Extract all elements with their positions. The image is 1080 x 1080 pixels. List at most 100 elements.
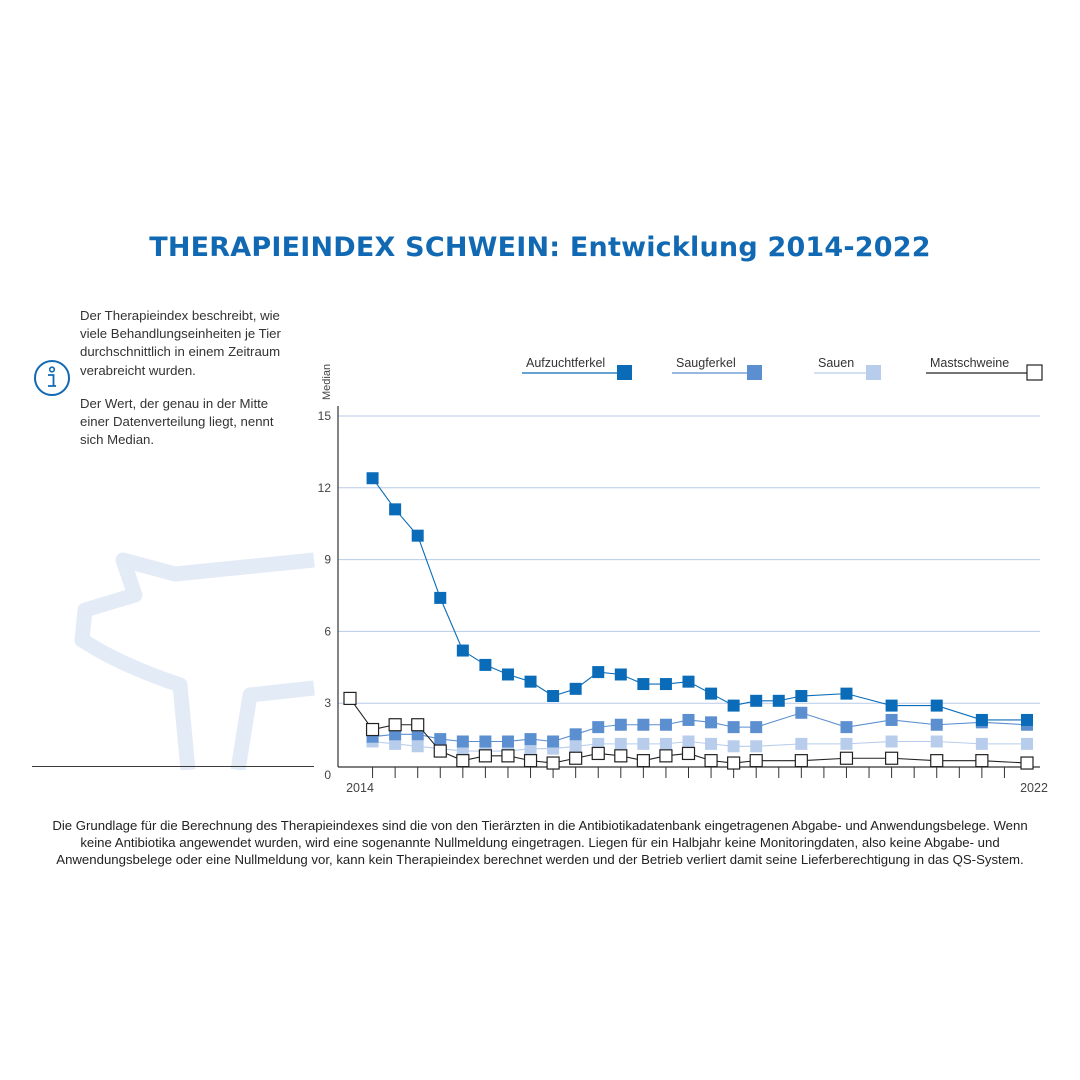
series-line-sauen bbox=[372, 740, 1027, 752]
legend-label-sauen: Sauen bbox=[818, 356, 854, 370]
series-lines bbox=[343, 472, 1034, 770]
legend-marker-sauen bbox=[866, 365, 881, 380]
data-point-mastschweine bbox=[659, 749, 673, 763]
data-point-mastschweine bbox=[546, 756, 560, 770]
info-paragraph-1: Der Therapieindex beschreibt, wie viele … bbox=[80, 308, 281, 378]
data-point-saugferkel bbox=[705, 716, 718, 729]
data-point-mastschweine bbox=[456, 754, 470, 768]
legend-item-sauen: Sauen bbox=[814, 356, 881, 380]
legend-marker-aufzuchtferkel bbox=[617, 365, 632, 380]
data-point-sauen bbox=[637, 737, 650, 750]
data-point-aufzuchtferkel bbox=[682, 675, 695, 688]
x-tick-label: 2022 bbox=[1020, 781, 1048, 795]
data-point-aufzuchtferkel bbox=[840, 687, 853, 700]
data-point-saugferkel bbox=[592, 721, 605, 734]
data-point-aufzuchtferkel bbox=[885, 699, 898, 712]
data-point-mastschweine bbox=[727, 756, 741, 770]
series-mastschweine bbox=[343, 691, 1034, 770]
data-point-sauen bbox=[1021, 737, 1033, 750]
data-point-aufzuchtferkel bbox=[1021, 713, 1033, 726]
data-point-aufzuchtferkel bbox=[772, 694, 785, 707]
data-point-sauen bbox=[569, 740, 582, 753]
data-point-mastschweine bbox=[839, 751, 854, 765]
legend-label-mastschweine: Mastschweine bbox=[930, 356, 1009, 370]
y-tick-label-15: 15 bbox=[318, 409, 332, 423]
legend-item-saugferkel: Saugferkel bbox=[672, 356, 762, 380]
data-point-aufzuchtferkel bbox=[389, 503, 402, 516]
left-baseline bbox=[32, 766, 314, 767]
data-point-aufzuchtferkel bbox=[614, 668, 627, 681]
data-point-aufzuchtferkel bbox=[930, 699, 943, 712]
series-line-aufzuchtferkel bbox=[372, 477, 1027, 721]
data-point-mastschweine bbox=[884, 751, 899, 765]
data-point-aufzuchtferkel bbox=[637, 678, 650, 691]
data-point-mastschweine bbox=[681, 746, 696, 761]
data-point-mastschweine bbox=[591, 746, 605, 761]
data-point-saugferkel bbox=[614, 718, 627, 731]
data-point-saugferkel bbox=[524, 733, 537, 746]
series-line-saugferkel bbox=[372, 712, 1028, 743]
footnote: Die Grundlage für die Berechnung des The… bbox=[52, 818, 1028, 867]
data-point-aufzuchtferkel bbox=[366, 472, 379, 485]
data-point-sauen bbox=[705, 737, 718, 750]
y-tick-label-12: 12 bbox=[318, 481, 332, 495]
data-point-aufzuchtferkel bbox=[705, 687, 718, 700]
data-point-aufzuchtferkel bbox=[750, 694, 763, 707]
info-text: Der Therapieindex beschreibt, wie viele … bbox=[80, 307, 295, 464]
data-point-aufzuchtferkel bbox=[524, 675, 537, 688]
page-title: THERAPIEINDEX SCHWEIN: Entwicklung 2014-… bbox=[149, 232, 931, 263]
data-point-aufzuchtferkel bbox=[501, 668, 514, 681]
legend-label-aufzuchtferkel: Aufzuchtferkel bbox=[526, 356, 605, 370]
data-point-saugferkel bbox=[659, 718, 672, 731]
data-point-mastschweine bbox=[975, 754, 989, 768]
data-point-aufzuchtferkel bbox=[434, 591, 447, 604]
legend-marker-saugferkel bbox=[747, 365, 762, 380]
data-point-mastschweine bbox=[569, 751, 583, 765]
pig-silhouette bbox=[74, 552, 315, 770]
y-tick-label-0: 0 bbox=[324, 768, 331, 782]
x-tick-label: 2014 bbox=[346, 781, 374, 795]
data-point-sauen bbox=[727, 740, 740, 753]
data-point-aufzuchtferkel bbox=[727, 699, 740, 712]
data-point-aufzuchtferkel bbox=[569, 682, 582, 695]
data-point-sauen bbox=[750, 740, 763, 753]
data-point-mastschweine bbox=[501, 749, 515, 763]
data-point-aufzuchtferkel bbox=[659, 678, 672, 691]
data-point-aufzuchtferkel bbox=[592, 666, 605, 679]
y-tick-label-9: 9 bbox=[324, 553, 331, 567]
axes: 0 3 6 9 12 15 2014 2022 Median bbox=[318, 364, 1048, 795]
data-point-mastschweine bbox=[343, 691, 357, 706]
data-point-mastschweine bbox=[636, 754, 650, 768]
data-point-sauen bbox=[795, 737, 808, 750]
data-point-mastschweine bbox=[794, 754, 808, 768]
data-point-mastschweine bbox=[614, 749, 628, 763]
data-point-sauen bbox=[411, 740, 424, 753]
data-point-mastschweine bbox=[411, 718, 425, 732]
data-point-mastschweine bbox=[930, 754, 944, 768]
y-tick-label-3: 3 bbox=[324, 696, 331, 710]
data-point-saugferkel bbox=[840, 721, 853, 734]
data-point-saugferkel bbox=[456, 735, 469, 748]
legend-item-mastschweine: Mastschweine bbox=[926, 356, 1043, 381]
legend-marker-mastschweine bbox=[1026, 364, 1043, 381]
data-point-sauen bbox=[659, 737, 672, 750]
legend: Aufzuchtferkel Saugferkel Sauen Mastschwein… bbox=[522, 356, 1043, 381]
data-point-aufzuchtferkel bbox=[975, 713, 988, 726]
data-point-aufzuchtferkel bbox=[479, 658, 492, 671]
legend-label-saugferkel: Saugferkel bbox=[676, 356, 736, 370]
data-point-sauen bbox=[389, 737, 402, 750]
data-point-mastschweine bbox=[365, 722, 380, 737]
data-point-sauen bbox=[840, 737, 853, 750]
data-point-saugferkel bbox=[727, 721, 740, 734]
data-point-mastschweine bbox=[388, 718, 402, 732]
data-point-saugferkel bbox=[750, 721, 763, 734]
data-point-aufzuchtferkel bbox=[547, 690, 560, 703]
legend-item-aufzuchtferkel: Aufzuchtferkel bbox=[522, 356, 632, 380]
data-point-mastschweine bbox=[478, 749, 492, 763]
data-point-sauen bbox=[885, 735, 898, 748]
y-axis-label: Median bbox=[321, 364, 333, 400]
y-tick-label-6: 6 bbox=[324, 624, 331, 638]
info-paragraph-2: Der Wert, der genau in der Mitte einer D… bbox=[80, 395, 274, 448]
data-point-saugferkel bbox=[885, 713, 898, 726]
